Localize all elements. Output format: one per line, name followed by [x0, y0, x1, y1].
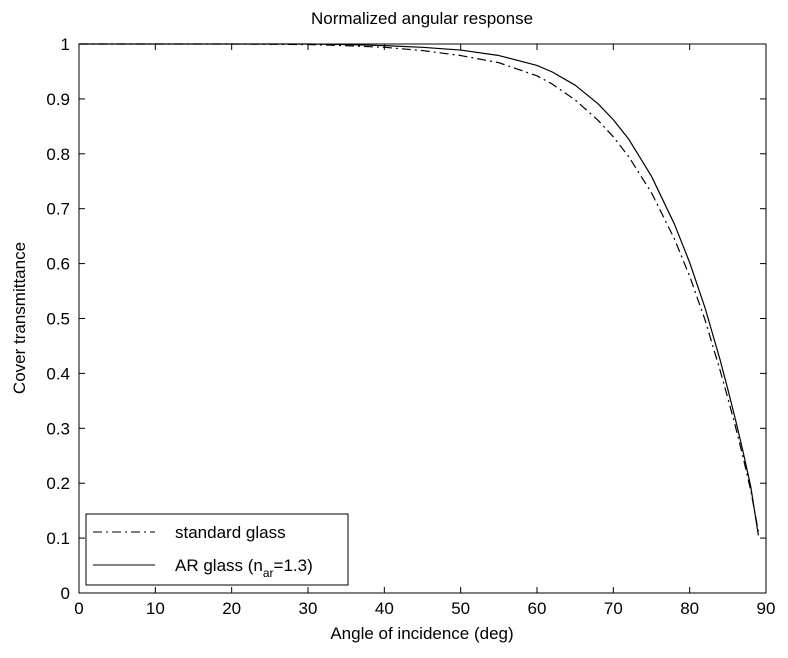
x-axis-title: Angle of incidence (deg) [330, 624, 513, 643]
y-axis-title: Cover transmittance [10, 242, 29, 394]
y-tick-label: 0 [61, 584, 70, 603]
x-tick-label: 80 [680, 599, 699, 618]
x-tick-label: 20 [222, 599, 241, 618]
legend-label-ar-glass: AR glass (nar=1.3) [175, 556, 313, 580]
series-line-ar-glass [79, 43, 759, 536]
y-tick-label: 1 [61, 35, 70, 54]
y-tick-label: 0.8 [46, 145, 70, 164]
legend-label-ar-glass-subscript: ar [263, 566, 274, 580]
plot-area [78, 43, 767, 594]
x-tick-label: 90 [757, 599, 776, 618]
series-layer [79, 43, 759, 536]
y-tick-label: 0.4 [46, 364, 70, 383]
x-tick-label: 0 [74, 599, 83, 618]
legend-label-standard-glass: standard glass [175, 523, 286, 542]
y-tick-label: 0.6 [46, 255, 70, 274]
y-tick-label: 0.2 [46, 474, 70, 493]
legend-label-ar-glass-tail: =1.3) [274, 556, 313, 575]
x-tick-label: 40 [375, 599, 394, 618]
chart-title: Normalized angular response [311, 9, 533, 28]
x-tick-label: 10 [146, 599, 165, 618]
x-tick-label: 60 [528, 599, 547, 618]
series-line-standard-glass [79, 43, 759, 532]
x-tick-label: 50 [451, 599, 470, 618]
legend-label-ar-glass-main: AR glass (n [175, 556, 263, 575]
x-axis: 0 10 20 30 40 50 60 70 80 90 [74, 44, 775, 618]
y-tick-label: 0.9 [46, 90, 70, 109]
y-tick-label: 0.7 [46, 200, 70, 219]
y-tick-label: 0.3 [46, 419, 70, 438]
y-tick-label: 0.1 [46, 529, 70, 548]
x-tick-label: 30 [299, 599, 318, 618]
x-tick-label: 70 [604, 599, 623, 618]
y-tick-label: 0.5 [46, 310, 70, 329]
legend: standard glass AR glass (nar=1.3) [85, 513, 349, 586]
legend-box [85, 513, 349, 586]
